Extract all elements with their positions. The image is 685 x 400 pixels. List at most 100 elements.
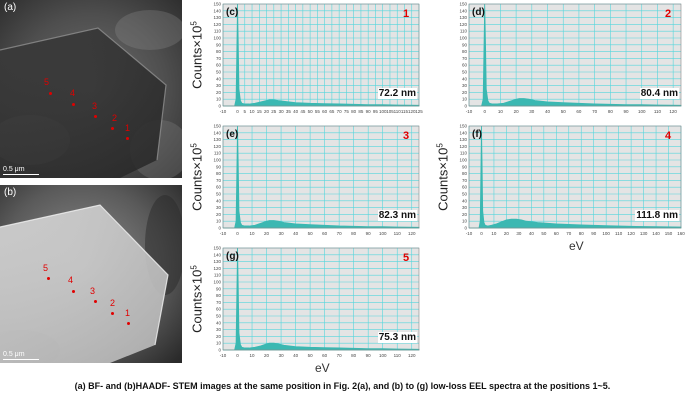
y-tick-label: 20 bbox=[216, 90, 222, 95]
position-label-2: 2 bbox=[112, 113, 118, 123]
x-tick-label: 70 bbox=[337, 353, 343, 358]
x-tick-label: 50 bbox=[308, 109, 314, 114]
y-tick-label: 110 bbox=[214, 29, 222, 34]
y-axis-label: Counts×105 bbox=[435, 143, 451, 211]
y-tick-label: 40 bbox=[216, 198, 222, 203]
y-tick-label: 20 bbox=[216, 334, 222, 339]
x-tick-label: 10 bbox=[250, 109, 256, 114]
x-tick-label: 100 bbox=[379, 353, 387, 358]
x-tick-label: 20 bbox=[264, 353, 270, 358]
panel-label: (c) bbox=[226, 7, 239, 18]
y-axis-label: Counts×105 bbox=[189, 143, 205, 211]
y-tick-label: 140 bbox=[459, 130, 467, 135]
x-tick-label: 110 bbox=[394, 109, 402, 114]
x-tick-label: 0 bbox=[480, 231, 483, 236]
x-tick-label: 80 bbox=[351, 353, 357, 358]
y-tick-label: 40 bbox=[462, 198, 468, 203]
position-marker-1 bbox=[126, 137, 129, 140]
y-tick-label: 30 bbox=[462, 205, 468, 210]
y-tick-label: 150 bbox=[213, 2, 221, 7]
eels-spectrum-panel: Counts×105 -10 0 10 20 30 40 50 60 70 80 90 100 110 12… bbox=[185, 246, 423, 375]
position-marker-4 bbox=[72, 290, 75, 293]
x-tick-label: 0 bbox=[236, 109, 239, 114]
x-tick-label: 65 bbox=[329, 109, 335, 114]
spectrum-svg: -10 0 10 20 30 40 50 60 70 80 90 100 110 120010203040… bbox=[459, 2, 682, 114]
y-tick-label: 120 bbox=[459, 144, 467, 149]
y-axis-label: Counts×105 bbox=[189, 21, 205, 89]
spectrum-area bbox=[223, 125, 420, 229]
x-tick-label: 110 bbox=[615, 231, 623, 236]
x-tick-label: 20 bbox=[504, 231, 510, 236]
x-tick-label: 30 bbox=[529, 109, 535, 114]
x-tick-label: -10 bbox=[466, 231, 473, 236]
x-axis-label: eV bbox=[315, 361, 330, 375]
y-tick-label: 0 bbox=[218, 226, 221, 231]
y-tick-label: 80 bbox=[216, 293, 222, 298]
x-tick-label: 15 bbox=[257, 109, 263, 114]
spectrum-svg: -10 0 10 20 30 40 50 60 70 80 90 100 110 120 130 140 150… bbox=[459, 124, 685, 237]
position-marker-4 bbox=[72, 103, 75, 106]
x-tick-label: 10 bbox=[491, 231, 497, 236]
y-tick-label: 0 bbox=[464, 226, 467, 231]
x-tick-label: -10 bbox=[466, 109, 473, 114]
y-tick-label: 50 bbox=[462, 192, 468, 197]
position-marker-3 bbox=[94, 115, 97, 118]
x-tick-label: 100 bbox=[379, 231, 387, 236]
y-tick-label: 130 bbox=[459, 15, 467, 20]
scale-bar: 0.5 μm bbox=[3, 166, 39, 175]
position-number: 2 bbox=[665, 8, 672, 20]
bf-image-texture bbox=[0, 0, 182, 178]
position-number: 4 bbox=[665, 130, 672, 142]
x-tick-label: 80 bbox=[608, 109, 614, 114]
x-tick-label: 5 bbox=[244, 109, 247, 114]
position-label-2: 2 bbox=[110, 298, 116, 308]
x-tick-label: 120 bbox=[408, 353, 416, 358]
x-tick-label: 60 bbox=[322, 109, 328, 114]
x-tick-label: 30 bbox=[279, 231, 285, 236]
plot-frame bbox=[468, 3, 682, 107]
y-tick-label: 20 bbox=[216, 212, 222, 217]
y-tick-label: 120 bbox=[213, 22, 221, 27]
y-tick-label: 90 bbox=[216, 164, 222, 169]
y-tick-label: 60 bbox=[462, 63, 468, 68]
y-tick-label: 20 bbox=[462, 212, 468, 217]
panel-label-a: (a) bbox=[4, 2, 17, 13]
y-tick-label: 60 bbox=[462, 185, 468, 190]
x-tick-label: 30 bbox=[279, 109, 285, 114]
x-tick-label: 100 bbox=[638, 109, 646, 114]
x-tick-label: 50 bbox=[308, 353, 314, 358]
y-tick-label: 70 bbox=[216, 178, 222, 183]
y-tick-label: 10 bbox=[462, 97, 468, 102]
eels-spectrum-panel: -10 0 10 20 30 40 50 60 70 80 90 100 110 120 0 10 20 30 40… bbox=[431, 2, 685, 118]
x-tick-label: 20 bbox=[264, 109, 270, 114]
y-axis-label: Counts×105 bbox=[189, 265, 205, 333]
y-tick-label: 10 bbox=[216, 97, 222, 102]
y-tick-label: 30 bbox=[216, 205, 222, 210]
x-tick-label: 90 bbox=[591, 231, 597, 236]
position-number: 3 bbox=[403, 130, 410, 142]
position-marker-5 bbox=[49, 92, 52, 95]
panel-label: (d) bbox=[472, 7, 485, 18]
x-tick-label: -10 bbox=[220, 109, 227, 114]
position-label-4: 4 bbox=[68, 275, 74, 285]
y-tick-label: 10 bbox=[462, 219, 468, 224]
position-label-5: 5 bbox=[44, 77, 50, 87]
y-tick-label: 90 bbox=[216, 42, 222, 47]
x-tick-label: 0 bbox=[236, 231, 239, 236]
thickness-value: 72.2 nm bbox=[377, 88, 417, 99]
y-tick-label: 100 bbox=[213, 158, 221, 163]
x-tick-label: 40 bbox=[293, 109, 299, 114]
x-tick-label: 95 bbox=[373, 109, 379, 114]
position-label-3: 3 bbox=[90, 286, 96, 296]
x-tick-label: 120 bbox=[408, 109, 416, 114]
thickness-value: 80.4 nm bbox=[639, 88, 679, 99]
x-tick-label: 90 bbox=[366, 353, 372, 358]
thickness-value: 82.3 nm bbox=[377, 210, 417, 221]
plot-frame bbox=[222, 3, 420, 107]
y-tick-label: 50 bbox=[462, 70, 468, 75]
spectrum-area bbox=[223, 247, 420, 351]
x-tick-label: 110 bbox=[654, 109, 662, 114]
position-marker-1 bbox=[127, 322, 130, 325]
x-tick-label: 70 bbox=[337, 231, 343, 236]
x-tick-label: 30 bbox=[516, 231, 522, 236]
